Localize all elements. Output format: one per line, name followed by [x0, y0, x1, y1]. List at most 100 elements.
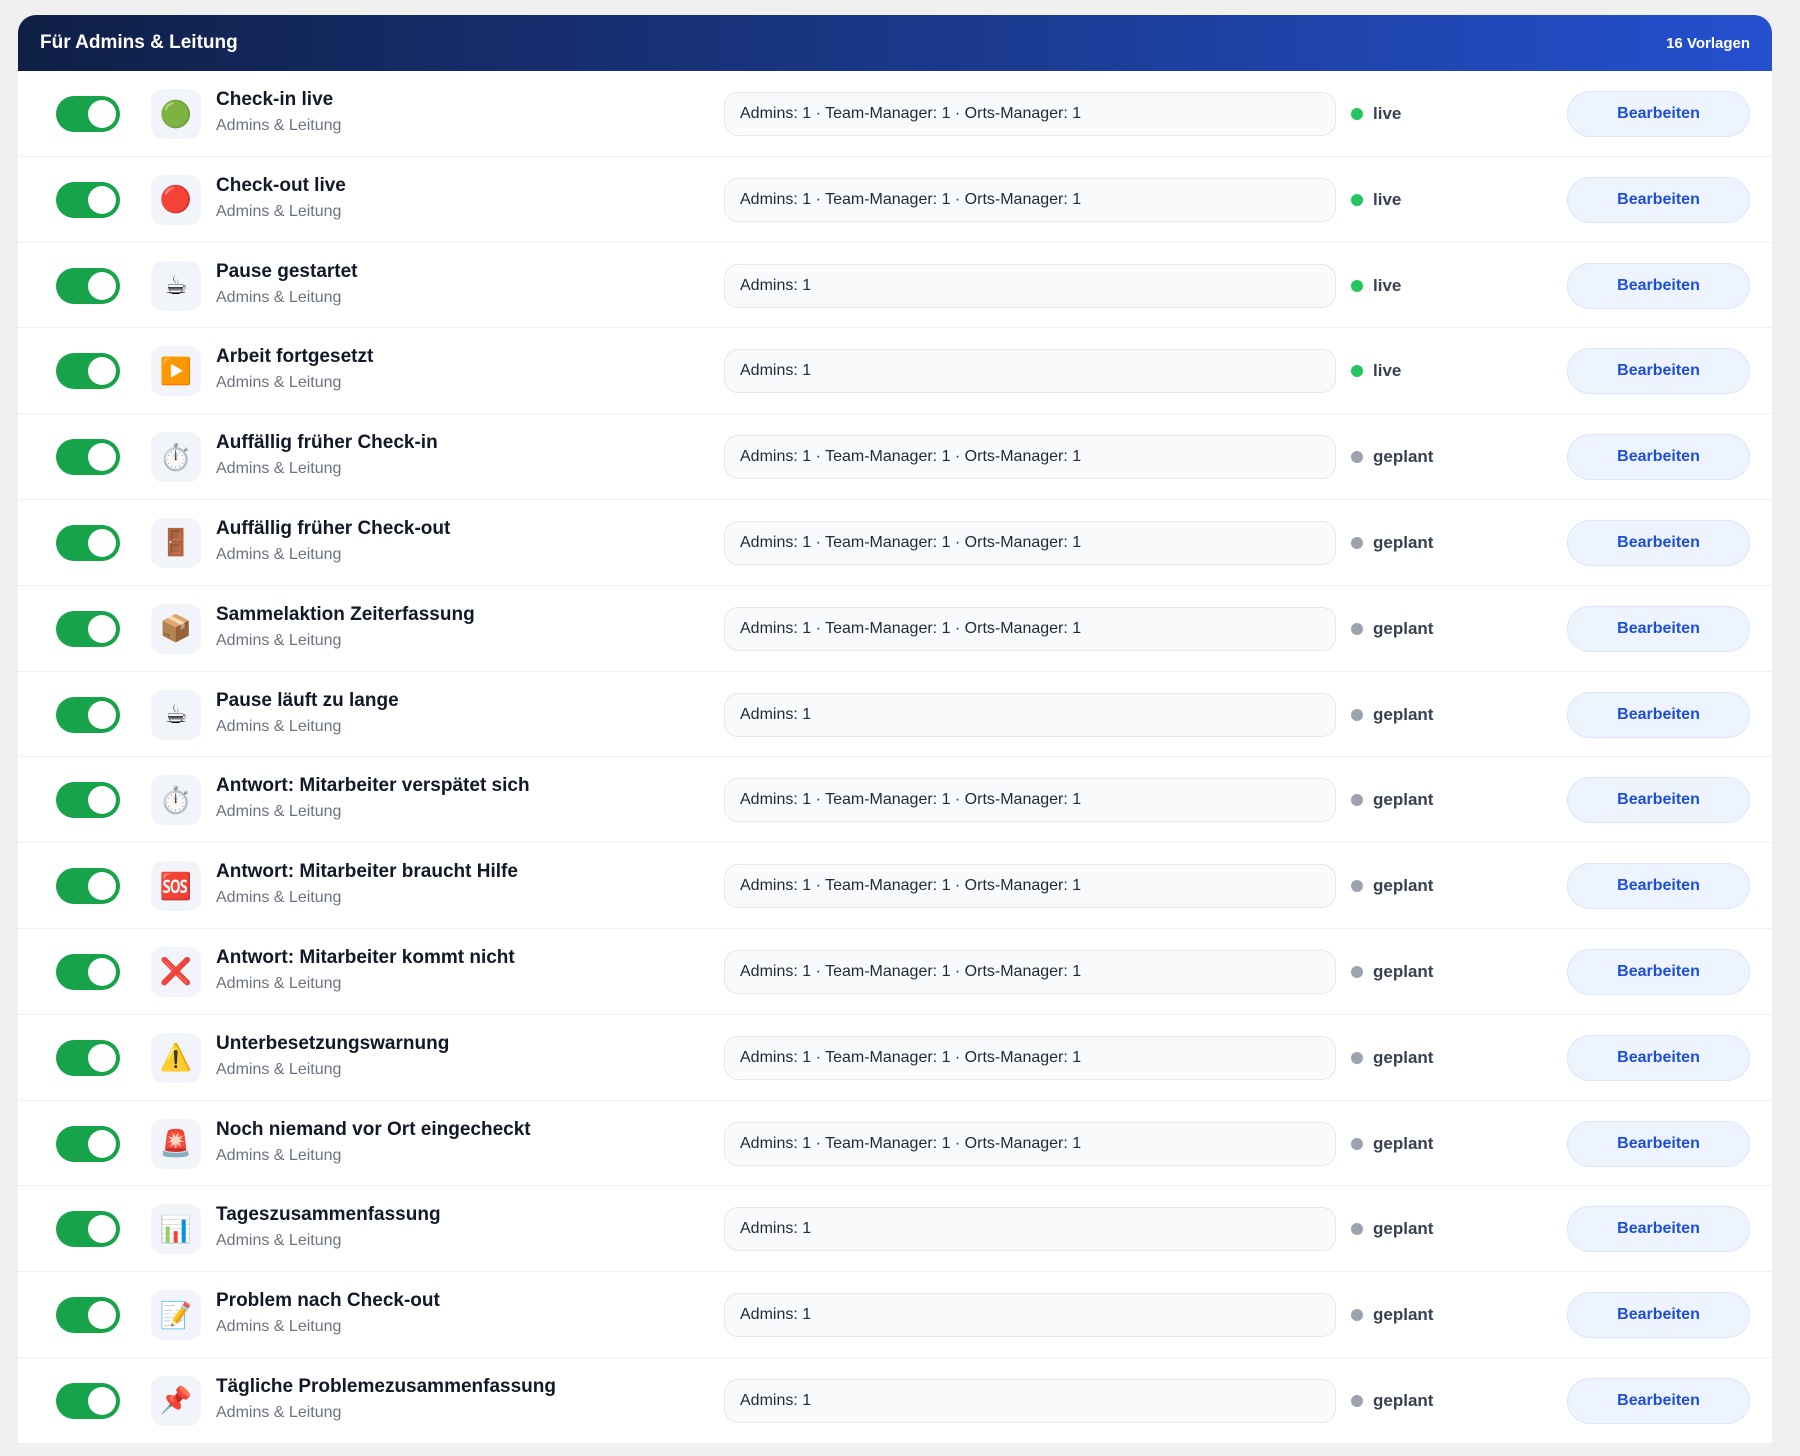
toggle-switch[interactable] — [56, 1039, 120, 1076]
template-title: Antwort: Mitarbeiter verspätet sich — [216, 775, 530, 797]
template-title: Unterbesetzungswarnung — [216, 1032, 450, 1054]
template-row: 🟢 Check-in live Admins & Leitung Admins: 1 … — [18, 71, 1772, 157]
status-label: geplant — [1373, 1047, 1434, 1067]
status-dot — [1351, 794, 1363, 807]
template-subtitle: Admins & Leitung — [216, 1146, 342, 1164]
edit-button[interactable]: Bearbeiten — [1567, 777, 1750, 824]
template-subtitle: Admins & Leitung — [216, 1403, 342, 1421]
edit-button[interactable]: Bearbeiten — [1567, 176, 1750, 223]
status-dot — [1351, 193, 1363, 206]
edit-button[interactable]: Bearbeiten — [1567, 91, 1750, 137]
status-label: geplant — [1373, 704, 1434, 724]
template-row: 📊 Tageszusammenfassung Admins & Leitung Adm… — [18, 1186, 1772, 1273]
recipients: Admins: 1 · Team-Manager: 1 · Orts-Manag… — [724, 92, 1336, 136]
template-row: ⚠️ Unterbesetzungswarnung Admins & Leitung… — [18, 1015, 1772, 1101]
edit-button[interactable]: Bearbeiten — [1567, 948, 1750, 995]
template-subtitle: Admins & Leitung — [216, 545, 342, 563]
row-list: 🟢 Check-in live Admins & Leitung Admins: 1 … — [18, 71, 1772, 1444]
template-title: Tägliche Problemezusammenfassung — [216, 1375, 556, 1397]
toggle-switch[interactable] — [56, 1125, 120, 1162]
toggle-switch[interactable] — [56, 1382, 120, 1419]
status-dot — [1351, 622, 1363, 635]
toggle-switch[interactable] — [56, 1297, 120, 1334]
edit-button[interactable]: Bearbeiten — [1567, 519, 1750, 566]
template-icon: 📌 — [151, 1375, 201, 1426]
edit-button[interactable]: Bearbeiten — [1567, 1292, 1750, 1339]
recipients: Admins: 1 — [724, 1378, 1336, 1423]
template-icon: ▶️ — [151, 346, 201, 397]
header-title: Für Admins & Leitung — [40, 32, 238, 53]
template-title: Auffällig früher Check-out — [216, 517, 451, 539]
template-card: Für Admins & Leitung 16 Vorlagen 🟢 Check-… — [18, 15, 1772, 1444]
toggle-switch[interactable] — [56, 267, 120, 304]
edit-button[interactable]: Bearbeiten — [1567, 605, 1750, 652]
toggle-switch[interactable] — [56, 610, 120, 647]
edit-button[interactable]: Bearbeiten — [1567, 1377, 1750, 1424]
template-icon: 📝 — [151, 1290, 201, 1341]
recipients: Admins: 1 — [724, 1207, 1336, 1252]
template-subtitle: Admins & Leitung — [216, 803, 342, 821]
toggle-switch[interactable] — [56, 181, 120, 218]
template-icon: ❌ — [151, 946, 201, 997]
edit-button[interactable]: Bearbeiten — [1567, 1120, 1750, 1167]
template-subtitle: Admins & Leitung — [216, 717, 342, 735]
edit-button[interactable]: Bearbeiten — [1567, 691, 1750, 738]
edit-button[interactable]: Bearbeiten — [1567, 863, 1750, 910]
template-row: 🚪 Auffällig früher Check-out Admins & Leit… — [18, 500, 1772, 586]
template-subtitle: Admins & Leitung — [216, 1060, 342, 1078]
toggle-switch[interactable] — [56, 782, 120, 819]
edit-button[interactable]: Bearbeiten — [1567, 434, 1750, 481]
template-icon: ⏱️ — [151, 432, 201, 483]
template-title: Tageszusammenfassung — [216, 1204, 441, 1226]
status-label: live — [1373, 361, 1402, 381]
template-icon: ⏱️ — [151, 775, 201, 826]
edit-button[interactable]: Bearbeiten — [1567, 262, 1750, 309]
template-icon: 🔴 — [151, 174, 201, 225]
template-subtitle: Admins & Leitung — [216, 1318, 342, 1336]
recipients: Admins: 1 · Team-Manager: 1 · Orts-Manag… — [724, 864, 1336, 909]
template-icon: 🚪 — [151, 517, 201, 568]
toggle-switch[interactable] — [56, 868, 120, 905]
status-label: geplant — [1373, 532, 1434, 552]
template-icon: 🚨 — [151, 1118, 201, 1169]
status-label: geplant — [1373, 790, 1434, 810]
edit-button[interactable]: Bearbeiten — [1567, 1206, 1750, 1253]
edit-button[interactable]: Bearbeiten — [1567, 1034, 1750, 1081]
template-title: Auffällig früher Check-in — [216, 432, 438, 454]
recipients: Admins: 1 · Team-Manager: 1 · Orts-Manag… — [724, 177, 1336, 222]
recipients: Admins: 1 — [724, 1293, 1336, 1338]
template-subtitle: Admins & Leitung — [216, 288, 342, 306]
toggle-switch[interactable] — [56, 696, 120, 733]
template-title: Pause läuft zu lange — [216, 689, 399, 711]
status-dot — [1351, 880, 1363, 893]
recipients: Admins: 1 — [724, 349, 1336, 394]
status-dot — [1351, 365, 1363, 378]
status-dot — [1351, 1394, 1363, 1407]
edit-button[interactable]: Bearbeiten — [1567, 348, 1750, 395]
status-dot — [1351, 1137, 1363, 1150]
status-label: geplant — [1373, 1305, 1434, 1325]
template-count: 16 Vorlagen — [1666, 34, 1750, 52]
toggle-switch[interactable] — [56, 524, 120, 561]
recipients: Admins: 1 · Team-Manager: 1 · Orts-Manag… — [724, 1121, 1336, 1166]
toggle-switch[interactable] — [56, 953, 120, 990]
template-icon: 🆘 — [151, 861, 201, 912]
status-dot — [1351, 965, 1363, 978]
status-dot — [1351, 279, 1363, 292]
status-dot — [1351, 451, 1363, 464]
template-icon: 📊 — [151, 1204, 201, 1255]
toggle-switch[interactable] — [56, 1211, 120, 1248]
template-title: Pause gestartet — [216, 260, 358, 282]
template-title: Sammelaktion Zeiterfassung — [216, 603, 475, 625]
toggle-switch[interactable] — [56, 353, 120, 390]
template-subtitle: Admins & Leitung — [216, 889, 342, 907]
status-label: geplant — [1373, 1133, 1434, 1153]
toggle-switch[interactable] — [56, 96, 120, 132]
recipients: Admins: 1 — [724, 263, 1336, 308]
toggle-switch[interactable] — [56, 439, 120, 476]
status-label: geplant — [1373, 618, 1434, 638]
template-row: 🚨 Noch niemand vor Ort eingecheckt Admins … — [18, 1101, 1772, 1187]
template-icon: 🟢 — [151, 89, 201, 139]
template-title: Noch niemand vor Ort eingecheckt — [216, 1118, 531, 1140]
